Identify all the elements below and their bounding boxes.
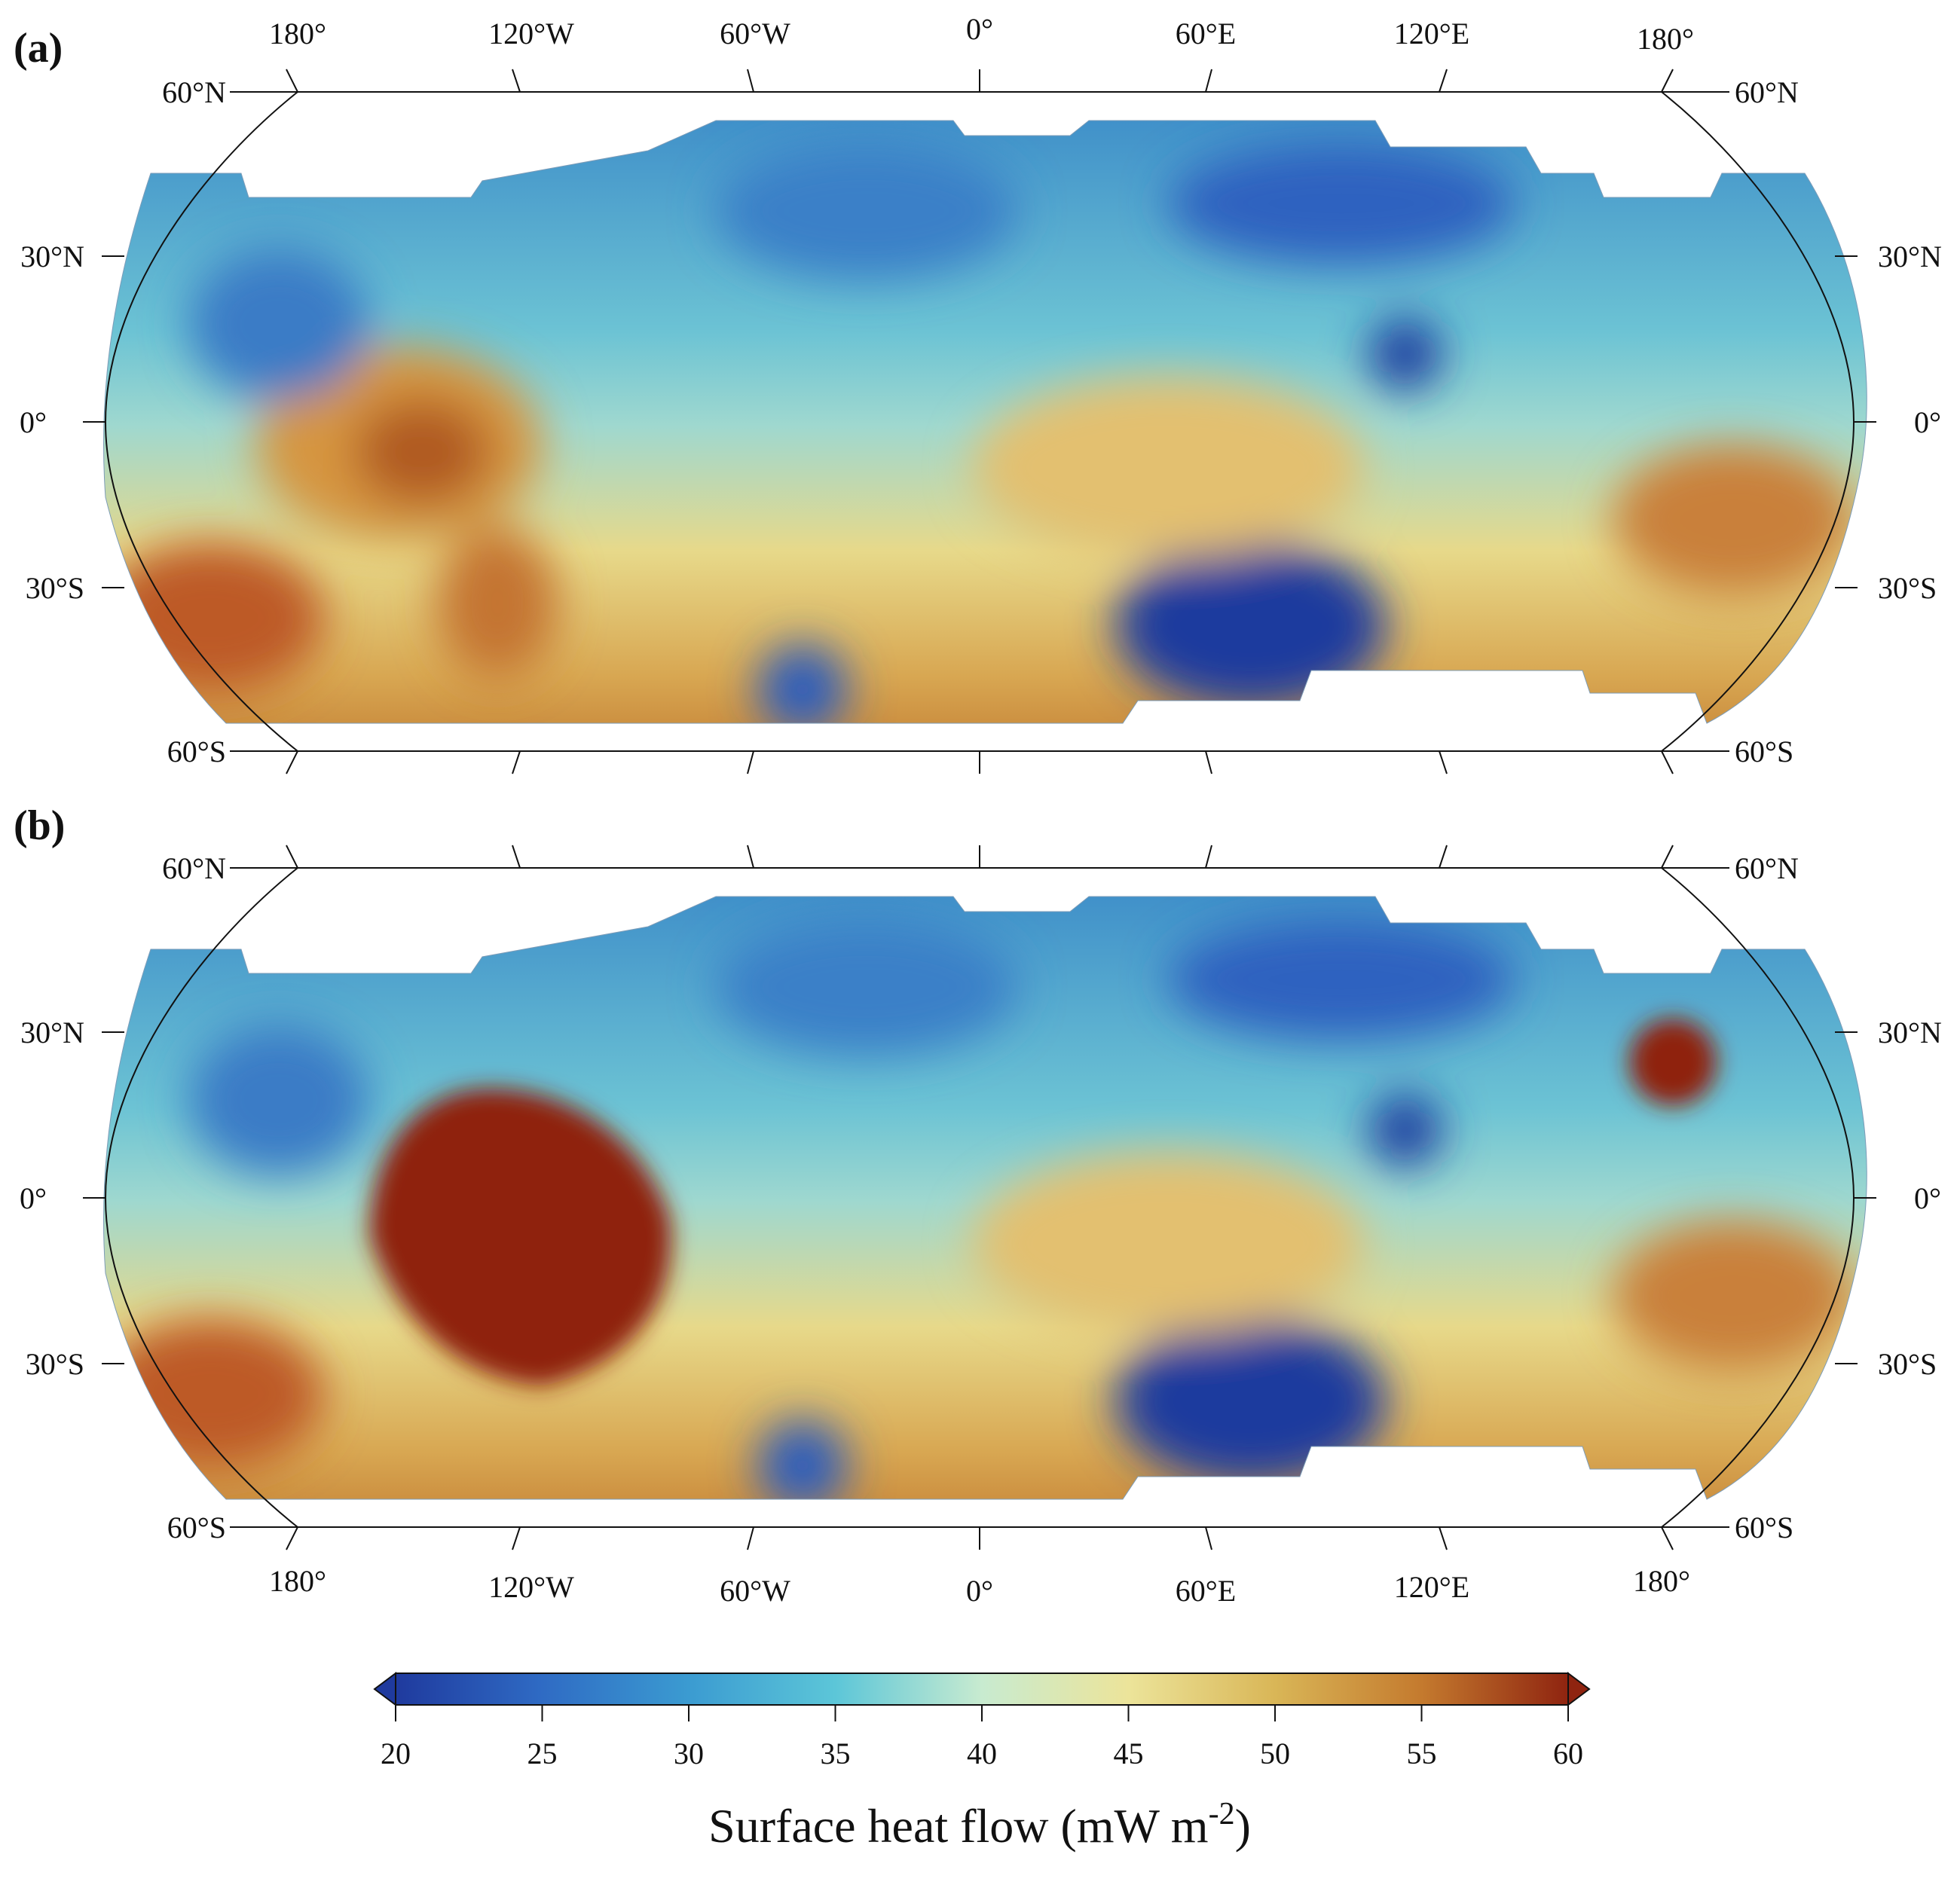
- lat-label-30n-left-b: 30°N: [20, 1016, 84, 1049]
- lon-label-180-east-b: 180°: [1633, 1564, 1690, 1598]
- colorbar-max-extension: [1567, 1672, 1591, 1706]
- colorbar-min-extension: [373, 1672, 396, 1706]
- lon-label-120e-a: 120°E: [1394, 17, 1469, 50]
- lon-label-180-west-b: 180°: [269, 1564, 326, 1598]
- colorbar-tick-label-20: 20: [381, 1737, 411, 1770]
- lat-label-30s-right-b: 30°S: [1878, 1347, 1937, 1381]
- colorbar-tick-label-35: 35: [821, 1737, 851, 1770]
- lat-label-30n-right-b: 30°N: [1878, 1016, 1942, 1049]
- lon-label-180-west-a: 180°: [269, 17, 326, 50]
- lon-label-120w-b: 120°W: [488, 1570, 574, 1604]
- lon-label-60w-b: 60°W: [720, 1574, 790, 1608]
- lat-label-30s-left-a: 30°S: [26, 571, 84, 605]
- lon-label-120e-b: 120°E: [1394, 1570, 1469, 1604]
- heat-flow-map-b: [103, 897, 1867, 1499]
- colorbar: 20 25 30 35 40 45 50 55 60 Surface heat flow (mW…: [373, 1672, 1591, 1853]
- colorbar-tick-label-25: 25: [527, 1737, 558, 1770]
- lat-label-0-left-a: 0°: [20, 405, 47, 439]
- lat-label-60s-right-b: 60°S: [1735, 1511, 1793, 1544]
- heat-flow-map-a: [103, 121, 1867, 723]
- lon-label-120w-a: 120°W: [488, 17, 574, 50]
- colorbar-tick-label-45: 45: [1114, 1737, 1144, 1770]
- lat-label-30n-right-a: 30°N: [1878, 240, 1942, 273]
- lat-label-0-left-b: 0°: [20, 1181, 47, 1215]
- lat-label-30s-right-a: 30°S: [1878, 571, 1937, 605]
- colorbar-title: Surface heat flow (mW m-2): [708, 1797, 1251, 1853]
- lat-label-30s-left-b: 30°S: [26, 1347, 84, 1381]
- lon-label-180-east-a: 180°: [1637, 22, 1694, 56]
- lat-label-60s-left-a: 60°S: [167, 735, 226, 768]
- colorbar-ticks: 20 25 30 35 40 45 50 55 60: [381, 1705, 1583, 1770]
- lat-label-60n-right-a: 60°N: [1735, 75, 1799, 109]
- panel-label-b: (b): [14, 802, 65, 849]
- colorbar-tick-label-60: 60: [1553, 1737, 1583, 1770]
- colorbar-tick-label-55: 55: [1407, 1737, 1437, 1770]
- lat-label-60s-left-b: 60°S: [167, 1511, 226, 1544]
- map-panel-a: (a): [14, 12, 1942, 774]
- lat-label-60s-right-a: 60°S: [1735, 735, 1793, 768]
- frame-ticks-b: [83, 845, 1876, 1550]
- frame-ticks-a: [83, 69, 1876, 774]
- lon-label-60e-b: 60°E: [1176, 1574, 1236, 1608]
- lon-label-60w-a: 60°W: [720, 17, 790, 50]
- lat-label-30n-left-a: 30°N: [20, 240, 84, 273]
- panel-label-a: (a): [14, 25, 63, 72]
- lat-label-60n-right-b: 60°N: [1735, 851, 1799, 885]
- colorbar-tick-label-40: 40: [967, 1737, 997, 1770]
- colorbar-tick-label-50: 50: [1260, 1737, 1290, 1770]
- colorbar-tick-label-30: 30: [674, 1737, 704, 1770]
- lat-label-60n-left-b: 60°N: [162, 851, 226, 885]
- lat-label-0-right-b: 0°: [1914, 1181, 1941, 1215]
- lon-label-0-a: 0°: [966, 12, 993, 46]
- map-panel-b: (b): [14, 802, 1942, 1608]
- lat-label-60n-left-a: 60°N: [162, 75, 226, 109]
- colorbar-gradient: [395, 1673, 1569, 1706]
- lat-label-0-right-a: 0°: [1914, 405, 1941, 439]
- lon-label-60e-a: 60°E: [1176, 17, 1236, 50]
- lon-label-0-b: 0°: [966, 1574, 993, 1608]
